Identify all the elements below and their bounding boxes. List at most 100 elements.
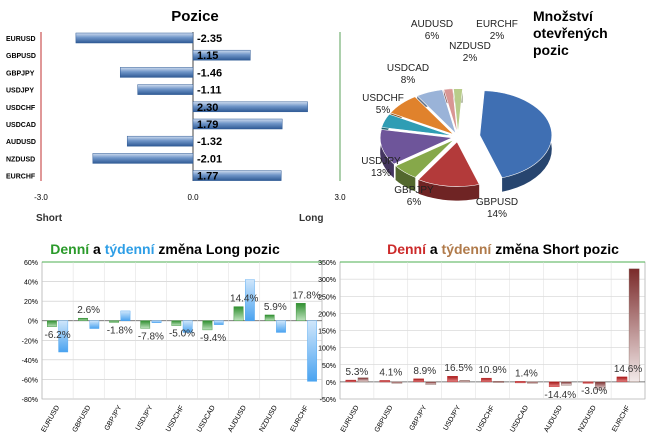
data-label: -6.2% (44, 330, 70, 341)
pie-slice-percent: 44% (550, 102, 570, 113)
weekly-change-bar (391, 381, 403, 384)
daily-change-bar (140, 320, 151, 329)
pie-slice-percent: 2% (490, 31, 505, 42)
long-label: Long (299, 213, 323, 224)
weekly-change-bar (357, 377, 369, 383)
pie-slice-label: USDJPY (361, 156, 401, 167)
weekly-change-bar (527, 381, 538, 384)
data-label: -3.0% (581, 386, 607, 397)
category-label: GBPUSD (6, 53, 36, 60)
pie-slice (453, 88, 463, 134)
daily-change-bar (264, 314, 275, 321)
bar-value-label: 2.30 (197, 102, 218, 114)
category-label: EURCHF (6, 174, 36, 181)
short-label: Short (36, 213, 63, 224)
pie-slice-label: EURCHF (476, 19, 518, 30)
y-tick-label: -20% (22, 338, 38, 345)
data-label: 2.6% (77, 305, 100, 316)
pie-title-line-1: Množství (533, 8, 594, 24)
category-label: EURCHF (611, 405, 632, 434)
pie-slice (417, 141, 480, 187)
y-tick-label: 100% (318, 346, 336, 353)
weekly-change-bar (151, 320, 162, 323)
category-label: EURCHF (290, 405, 311, 434)
y-tick-label: -50% (320, 397, 336, 404)
category-label: GBPJPY (6, 70, 35, 77)
short-changes-chart: Denní a týdenní změna Short pozic 350% 30… (318, 241, 646, 434)
category-label: AUDUSD (6, 139, 36, 146)
daily-change-bar (616, 376, 628, 383)
position-bar (137, 84, 194, 95)
weekly-change-bar (425, 381, 437, 385)
category-label: AUDUSD (543, 405, 564, 434)
weekly-change-bar (561, 381, 572, 386)
pie-slice-label: GBPJPY (394, 185, 434, 196)
pie-slice (390, 96, 454, 135)
weekly-change-bar (307, 320, 317, 382)
weekly-change-bar (276, 320, 286, 333)
bar-value-label: 1.77 (197, 171, 218, 183)
y-tick-label: 300% (318, 277, 336, 284)
data-label: 5.9% (264, 302, 287, 313)
pie-slice (479, 90, 553, 179)
daily-change-bar (582, 381, 594, 384)
pie-slice-percent: 5% (376, 105, 391, 116)
y-tick-label: 150% (318, 329, 336, 336)
position-bar (192, 49, 251, 61)
pie-slice-percent: 8% (401, 75, 416, 86)
weekly-change-bar (213, 320, 224, 325)
bar-value-label: -1.32 (197, 136, 222, 148)
position-bar (75, 32, 194, 44)
category-label: USDCHF (6, 105, 36, 112)
pie-slice-percent: 6% (407, 197, 422, 208)
data-label: -14.4% (544, 390, 576, 401)
pie-slice-label: GBPUSD (476, 197, 518, 208)
daily-change-bar (515, 381, 526, 384)
pie-slice (416, 89, 457, 134)
data-label: -1.8% (107, 325, 133, 336)
pie-title-line-3: pozic (533, 42, 569, 58)
bar-value-label: -2.35 (197, 33, 222, 45)
bar-value-label: -1.11 (197, 85, 221, 97)
bar-value-label: -1.46 (197, 67, 222, 79)
positions-chart: Pozice EURUSD -2.35 GBPUSD 1.15 GBPJPY -1.46 U… (6, 8, 346, 224)
position-bar (119, 67, 194, 78)
daily-change-bar (47, 320, 57, 327)
y-tick-label: 20% (24, 299, 38, 306)
category-label: EURUSD (340, 405, 361, 434)
pie-slice-side (395, 166, 416, 192)
daily-change-bar (447, 376, 458, 383)
position-bar (192, 118, 283, 130)
positions-title: Pozice (171, 8, 219, 25)
weekly-change-bar (182, 320, 193, 333)
pie-slice (443, 88, 458, 134)
category-label: GBPUSD (72, 405, 93, 434)
data-label: 5.3% (346, 367, 369, 378)
data-label: 10.9% (478, 365, 506, 376)
daily-change-bar (481, 377, 492, 383)
pie-slice-label: AUDUSD (411, 19, 453, 30)
position-bar (126, 135, 194, 147)
category-label: AUDUSD (227, 405, 248, 434)
daily-change-bar (413, 378, 424, 383)
data-label: 8.9% (413, 366, 436, 377)
data-label: 17.8% (292, 290, 320, 301)
position-bar (192, 170, 282, 181)
category-label: GBPJPY (104, 404, 124, 432)
category-label: GBPUSD (374, 405, 395, 434)
daily-change-bar (171, 320, 182, 326)
y-tick-label: -60% (22, 377, 38, 384)
y-tick-label: 50% (322, 363, 336, 370)
daily-change-bar (202, 320, 213, 331)
daily-change-bar (345, 379, 357, 383)
category-label: USDJPY (135, 404, 155, 432)
pie-slice (381, 113, 453, 137)
short-changes-title: Denní a týdenní změna Short pozic (387, 241, 619, 257)
daily-change-bar (233, 306, 244, 321)
pie-slice (379, 129, 454, 165)
category-label: NZDUSD (577, 405, 598, 434)
data-label: 4.1% (379, 367, 402, 378)
category-label: NZDUSD (6, 156, 35, 163)
